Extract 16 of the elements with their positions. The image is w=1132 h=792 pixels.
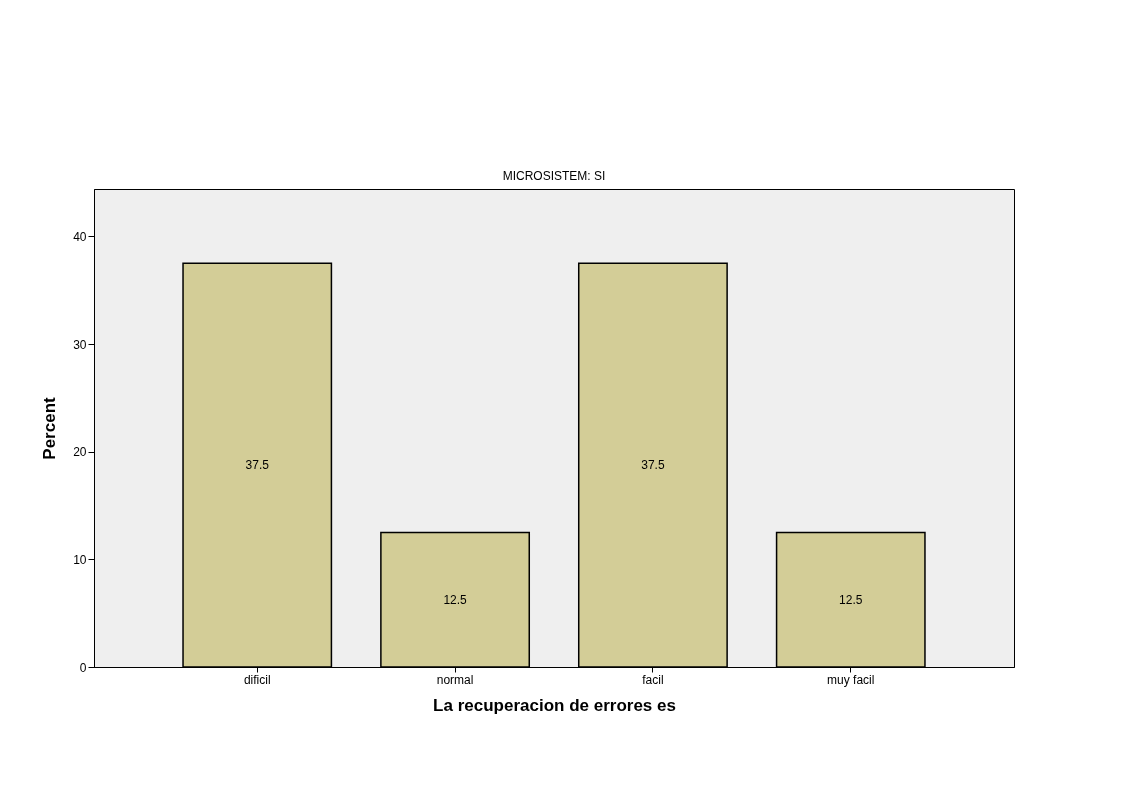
y-axis-title: Percent: [40, 396, 60, 460]
chart-title: MICROSISTEM: SI: [502, 169, 606, 183]
y-tick-label: 0: [79, 660, 87, 675]
y-tick-label: 20: [73, 445, 87, 460]
data-label: 37.5: [641, 458, 665, 473]
y-tick-label: 40: [73, 229, 87, 244]
y-tick-label: 10: [73, 552, 87, 567]
x-tick-label: normal: [436, 672, 474, 687]
x-axis-title: La recuperacion de errores es: [433, 695, 676, 715]
y-tick-label: 30: [73, 337, 87, 352]
data-label: 12.5: [443, 592, 468, 607]
x-tick-label: facil: [642, 672, 664, 687]
x-tick-label: dificil: [243, 672, 271, 687]
x-tick-label: muy facil: [827, 672, 875, 687]
data-label: 12.5: [839, 592, 863, 607]
data-label: 37.5: [245, 458, 270, 473]
